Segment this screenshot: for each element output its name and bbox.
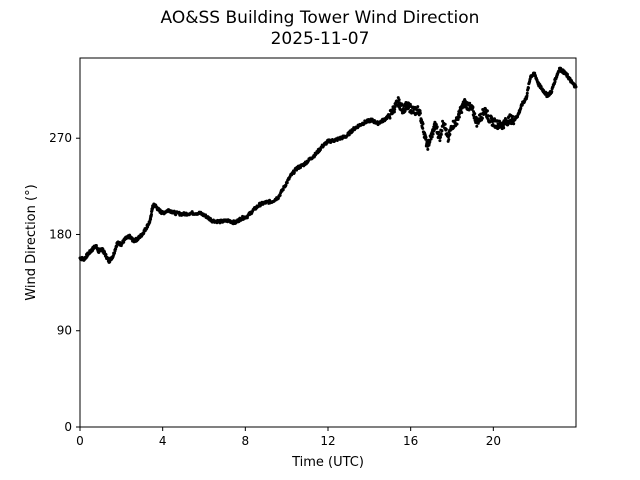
data-point: [122, 240, 126, 244]
data-points: [78, 66, 578, 264]
data-point: [448, 132, 452, 136]
data-point: [475, 124, 479, 128]
data-point: [473, 112, 477, 116]
x-tick-label: 12: [320, 434, 335, 448]
data-point: [471, 105, 475, 109]
data-point: [502, 126, 506, 130]
data-point: [418, 109, 422, 113]
data-point: [292, 171, 296, 175]
chart-title: AO&SS Building Tower Wind Direction: [160, 8, 480, 28]
data-point: [416, 105, 420, 109]
data-point: [440, 129, 444, 133]
x-tick-label: 20: [486, 434, 501, 448]
data-point: [439, 133, 443, 137]
data-point: [438, 139, 442, 143]
data-point: [486, 114, 490, 118]
data-point: [115, 244, 119, 248]
data-point: [418, 111, 422, 115]
data-point: [485, 109, 489, 113]
y-tick-label: 270: [49, 131, 72, 145]
data-point: [479, 112, 483, 116]
y-axis-label: Wind Direction (°): [24, 184, 39, 300]
data-point: [174, 213, 178, 217]
data-point: [426, 147, 430, 151]
x-axis-label: Time (UTC): [291, 455, 364, 470]
data-point: [437, 130, 441, 134]
data-point: [511, 114, 515, 118]
y-tick-label: 180: [49, 227, 72, 241]
data-point: [509, 122, 513, 126]
data-point: [284, 183, 288, 187]
data-point: [430, 135, 434, 139]
data-point: [457, 115, 461, 119]
data-point: [424, 135, 428, 139]
data-point: [460, 111, 464, 115]
data-point: [435, 125, 439, 129]
data-point: [101, 247, 105, 251]
data-point: [447, 138, 451, 142]
data-point: [456, 117, 460, 121]
data-point: [443, 122, 447, 126]
data-point: [299, 166, 303, 170]
data-point: [104, 253, 108, 257]
y-tick-label: 0: [64, 420, 72, 434]
data-point: [550, 90, 554, 94]
chart-subtitle: 2025-11-07: [270, 29, 370, 49]
y-axis: 0 90 180 270: [49, 131, 80, 434]
x-tick-label: 0: [76, 434, 84, 448]
x-tick-label: 4: [159, 434, 167, 448]
data-point: [434, 122, 438, 126]
data-point: [525, 94, 529, 98]
data-point: [278, 193, 282, 197]
x-tick-label: 8: [242, 434, 250, 448]
data-point: [149, 212, 153, 216]
data-point: [526, 86, 530, 90]
data-point: [488, 120, 492, 124]
data-point: [512, 122, 516, 126]
data-point: [397, 98, 401, 102]
data-point: [428, 140, 432, 144]
data-point: [276, 196, 280, 200]
data-point: [480, 116, 484, 120]
data-point: [285, 181, 289, 185]
data-point: [444, 127, 448, 131]
x-tick-label: 16: [403, 434, 418, 448]
data-point: [438, 135, 442, 139]
data-point: [94, 244, 98, 248]
data-point: [553, 80, 557, 84]
data-point: [468, 101, 472, 105]
data-point: [421, 126, 425, 130]
data-point: [281, 188, 285, 192]
data-point: [392, 110, 396, 114]
data-point: [393, 107, 397, 111]
x-axis: 0 4 8 12 16 20: [76, 427, 501, 448]
data-point: [421, 122, 425, 126]
data-point: [218, 221, 222, 225]
y-tick-label: 90: [57, 324, 72, 338]
data-point: [388, 116, 392, 120]
data-point: [149, 217, 153, 221]
data-point: [455, 122, 459, 126]
data-point: [431, 132, 435, 136]
plot-frame: [79, 57, 577, 428]
data-point: [525, 91, 529, 95]
